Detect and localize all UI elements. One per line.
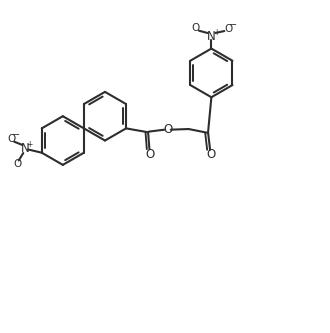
Text: O: O: [163, 123, 172, 136]
Text: O: O: [207, 149, 216, 162]
Text: +: +: [26, 140, 33, 149]
Text: −: −: [229, 20, 237, 30]
Text: O: O: [191, 23, 199, 33]
Text: O: O: [224, 24, 232, 34]
Text: +: +: [213, 28, 219, 37]
Text: −: −: [12, 130, 20, 140]
Text: N: N: [20, 142, 29, 155]
Text: O: O: [14, 160, 22, 169]
Text: O: O: [145, 148, 154, 161]
Text: O: O: [7, 134, 16, 144]
Text: N: N: [207, 30, 216, 43]
